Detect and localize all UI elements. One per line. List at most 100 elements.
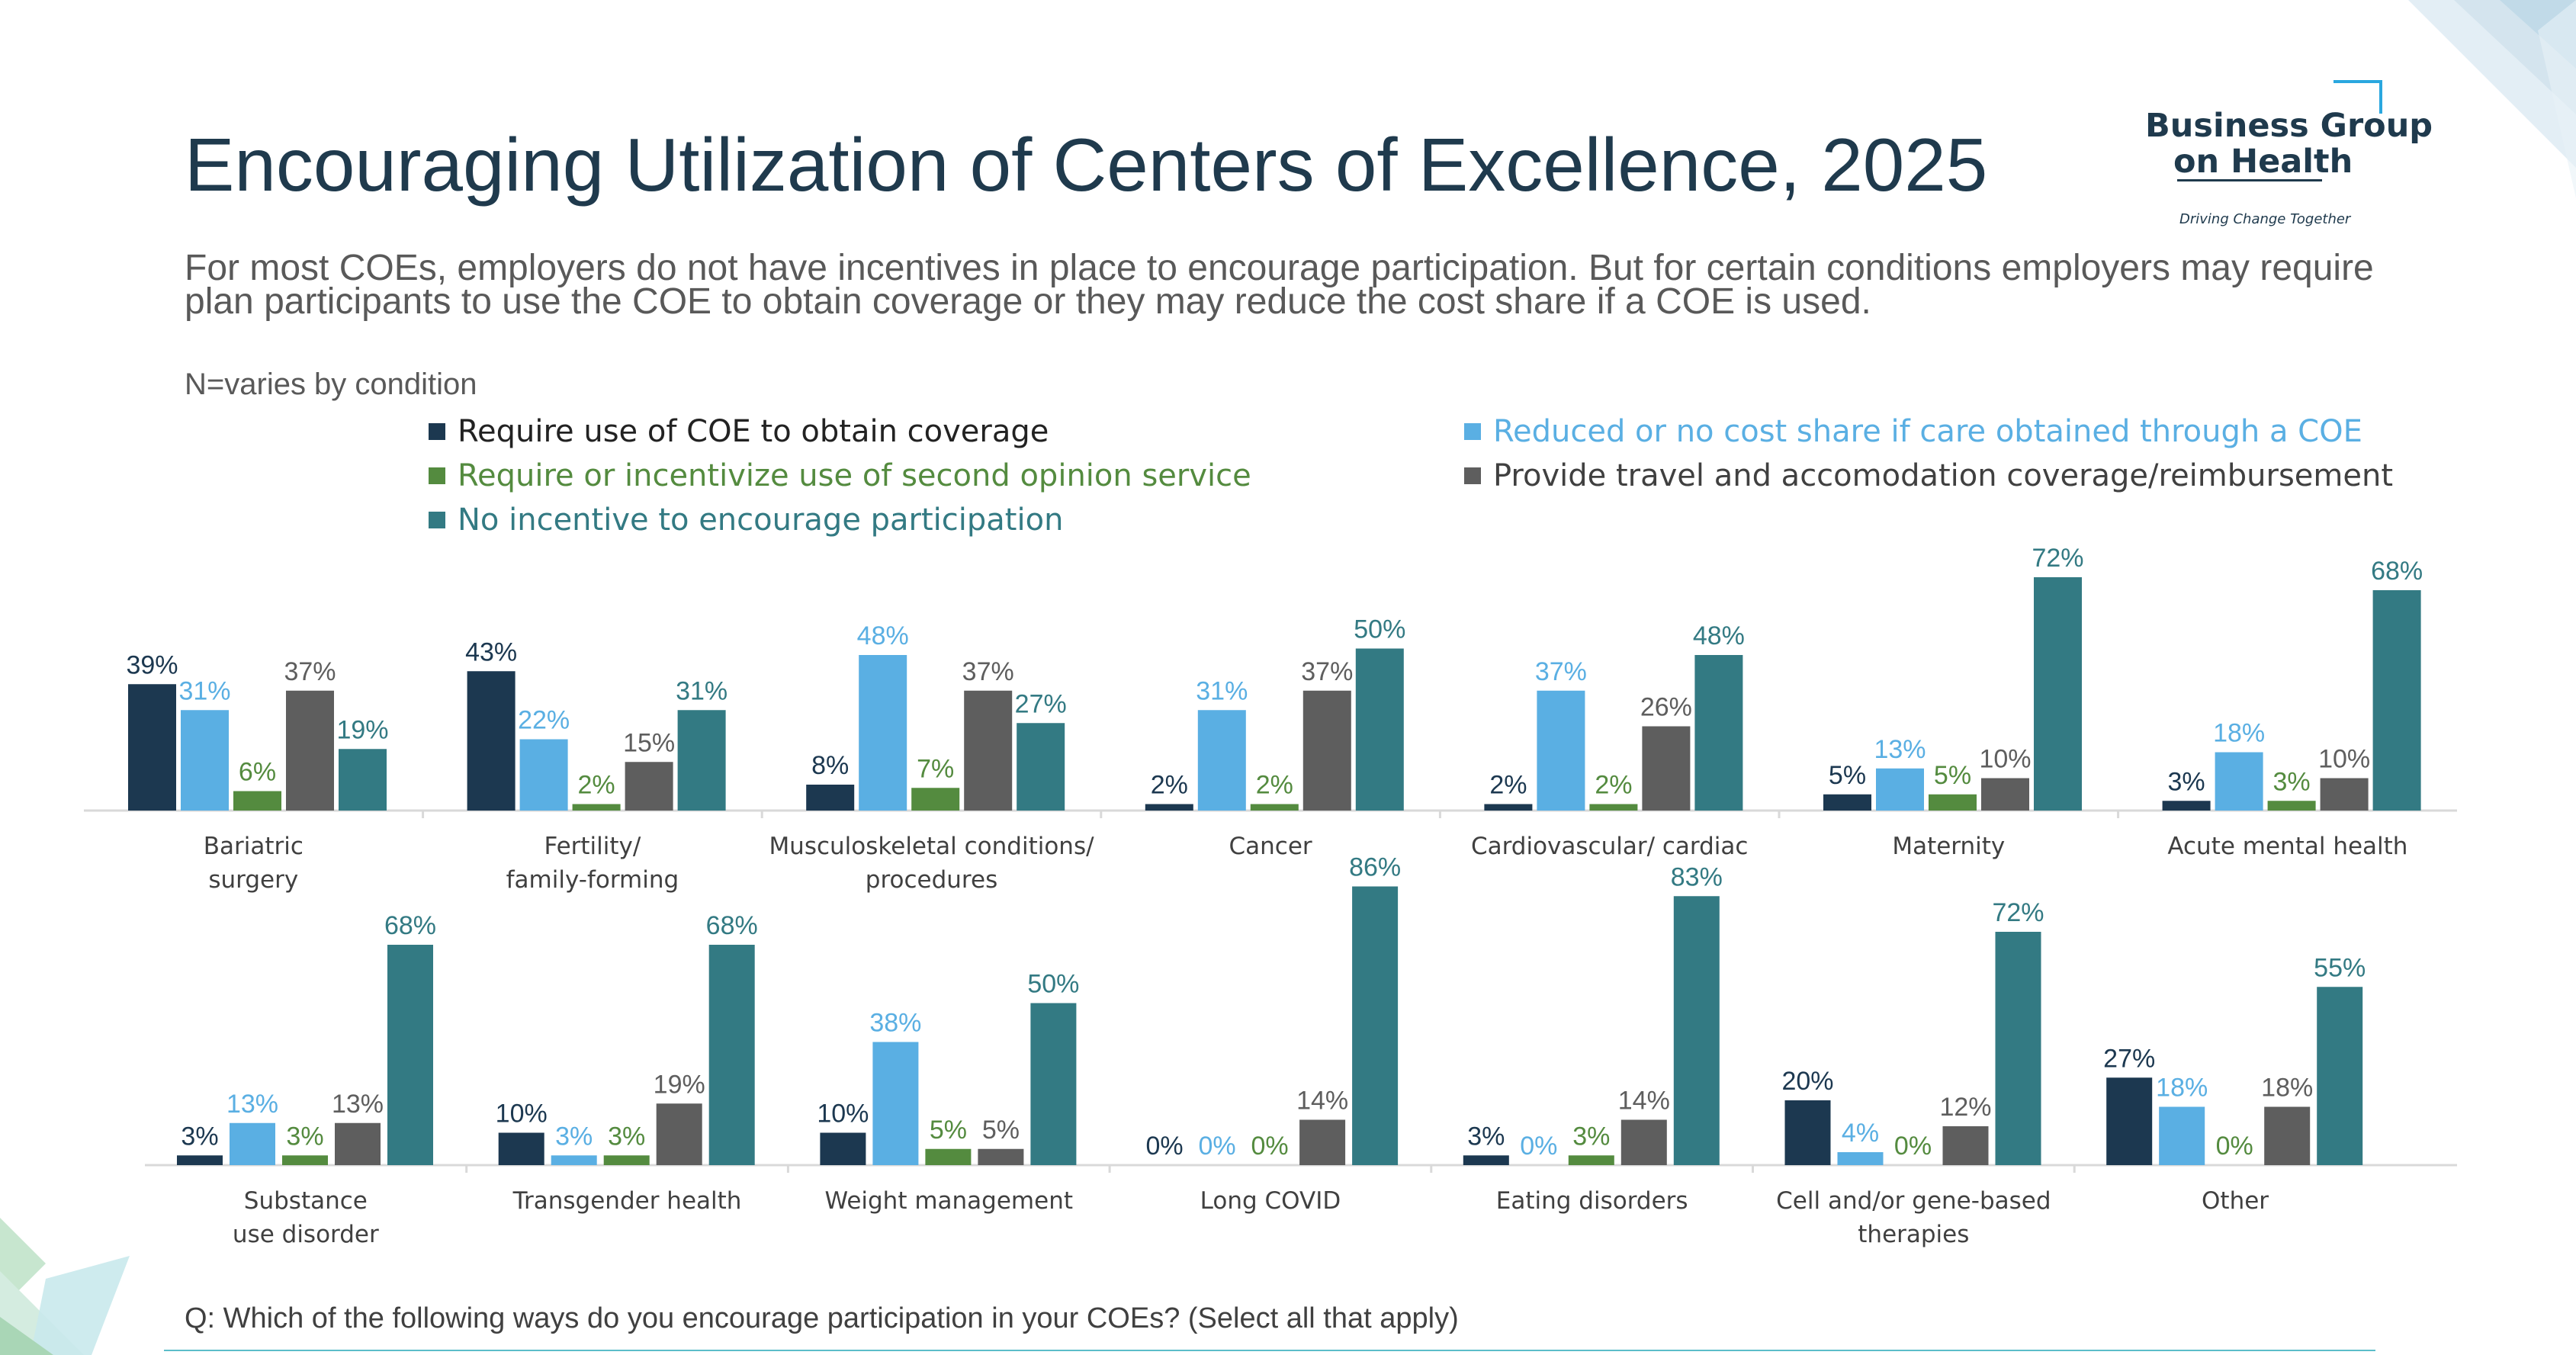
bar-no-incentive	[1355, 648, 1404, 811]
data-label-second-opinion: 3%	[2273, 767, 2311, 796]
data-label-no-incentive: 72%	[1992, 898, 2044, 927]
data-label-reduced: 38%	[869, 1009, 921, 1038]
legend-item-second-opinion: Require or incentivize use of second opi…	[429, 458, 1251, 493]
category-label: Transgender health	[512, 1187, 742, 1215]
bar-no-incentive	[339, 749, 387, 811]
data-label-travel: 15%	[623, 728, 675, 757]
logo-bracket-icon	[2333, 80, 2382, 114]
logo-text-line1: Business Group	[2145, 107, 2433, 145]
category-label: surgery	[208, 866, 298, 894]
page-title: Encouraging Utilization of Centers of Ex…	[185, 123, 1988, 207]
bar-reduced	[2159, 1106, 2205, 1165]
legend-label: Provide travel and accomodation coverage…	[1493, 458, 2393, 493]
bar-no-incentive	[1017, 723, 1065, 811]
bar-require	[1823, 794, 1871, 811]
bar-second-opinion	[1589, 804, 1638, 811]
data-label-require: 3%	[2168, 767, 2205, 796]
bar-reduced	[551, 1155, 597, 1165]
category-label: use disorder	[233, 1221, 379, 1248]
data-label-no-incentive: 86%	[1349, 853, 1401, 882]
data-label-travel: 5%	[982, 1116, 1020, 1145]
data-label-second-opinion: 5%	[1934, 761, 1971, 790]
data-label-second-opinion: 2%	[1256, 771, 1293, 800]
bar-reduced	[519, 739, 568, 811]
bar-require	[1463, 1155, 1509, 1165]
corner-decoration-bottom-left	[0, 1218, 130, 1355]
data-label-require: 10%	[496, 1100, 548, 1129]
bar-require	[2106, 1077, 2153, 1165]
data-label-reduced: 3%	[555, 1122, 593, 1151]
bar-second-opinion	[1929, 794, 1977, 811]
bar-second-opinion	[603, 1155, 650, 1165]
data-label-travel: 26%	[1640, 693, 1692, 722]
data-label-reduced: 4%	[1842, 1119, 1879, 1148]
data-label-reduced: 18%	[2156, 1074, 2208, 1103]
legend-label: Require use of COE to obtain coverage	[458, 414, 1049, 449]
data-label-no-incentive: 68%	[2371, 557, 2423, 586]
data-label-second-opinion: 3%	[286, 1122, 323, 1151]
data-label-require: 3%	[181, 1122, 218, 1151]
data-label-reduced: 13%	[1874, 735, 1926, 764]
bar-second-opinion	[572, 804, 621, 811]
legend-swatch	[1464, 467, 1481, 484]
category-label: therapies	[1858, 1221, 1969, 1248]
bar-no-incentive	[708, 945, 755, 1165]
bar-reduced	[2215, 752, 2263, 811]
subtitle: For most COEs, employers do not have inc…	[185, 248, 2374, 322]
data-label-travel: 14%	[1296, 1087, 1348, 1116]
bar-reduced	[872, 1042, 919, 1165]
bar-travel	[1981, 778, 2029, 811]
category-label: family-forming	[506, 866, 679, 894]
legend-label: Require or incentivize use of second opi…	[458, 458, 1251, 493]
data-label-travel: 37%	[284, 657, 336, 686]
data-label-require: 5%	[1829, 761, 1866, 790]
data-label-require: 39%	[126, 650, 178, 679]
bar-require	[177, 1155, 223, 1165]
bar-second-opinion	[925, 1148, 972, 1165]
category-label: Weight management	[824, 1187, 1073, 1215]
category-label: procedures	[866, 866, 997, 894]
bar-travel	[1299, 1119, 1346, 1165]
bar-second-opinion	[1250, 804, 1299, 811]
data-label-reduced: 22%	[518, 706, 570, 735]
bar-second-opinion	[2267, 801, 2316, 811]
bar-reduced	[181, 710, 229, 811]
data-label-no-incentive: 83%	[1671, 862, 1723, 891]
data-label-second-opinion: 0%	[2216, 1132, 2253, 1161]
legend-swatch	[1464, 423, 1481, 440]
bar-travel	[1302, 690, 1351, 811]
data-label-reduced: 31%	[178, 676, 230, 705]
legend-label: Reduced or no cost share if care obtaine…	[1493, 414, 2362, 449]
bar-require	[2162, 801, 2211, 811]
bar-require	[806, 785, 855, 811]
category-label: Maternity	[1892, 833, 2005, 860]
category-label: Acute mental health	[2167, 833, 2407, 860]
data-label-second-opinion: 2%	[578, 771, 615, 800]
data-label-second-opinion: 0%	[1251, 1132, 1289, 1161]
data-label-second-opinion: 3%	[608, 1122, 645, 1151]
bar-no-incentive	[1030, 1003, 1077, 1165]
data-label-travel: 14%	[1618, 1087, 1670, 1116]
category-label: Substance	[244, 1187, 368, 1215]
data-label-travel: 18%	[2261, 1074, 2313, 1103]
data-label-no-incentive: 50%	[1354, 615, 1405, 644]
data-label-require: 2%	[1489, 771, 1527, 800]
category-label: Fertility/	[544, 833, 641, 860]
bar-no-incentive	[2034, 577, 2082, 811]
data-label-require: 10%	[817, 1100, 869, 1129]
data-label-require: 3%	[1467, 1122, 1505, 1151]
bar-no-incentive	[677, 710, 726, 811]
data-label-reduced: 0%	[1199, 1132, 1236, 1161]
data-label-travel: 10%	[1979, 745, 2031, 774]
legend-item-reduced: Reduced or no cost share if care obtaine…	[1464, 414, 2362, 449]
logo-tagline: Driving Change Together	[2179, 211, 2351, 227]
legend-swatch	[429, 423, 445, 440]
legend-item-no-incentive: No incentive to encourage participation	[429, 503, 1063, 538]
bar-require	[820, 1132, 866, 1165]
category-label: Cardiovascular/ cardiac	[1471, 833, 1749, 860]
category-label: Long COVID	[1200, 1187, 1341, 1215]
legend-item-travel: Provide travel and accomodation coverage…	[1464, 458, 2393, 493]
data-label-require: 8%	[811, 751, 849, 780]
data-label-no-incentive: 50%	[1027, 970, 1079, 999]
bar-no-incentive	[2372, 590, 2421, 811]
